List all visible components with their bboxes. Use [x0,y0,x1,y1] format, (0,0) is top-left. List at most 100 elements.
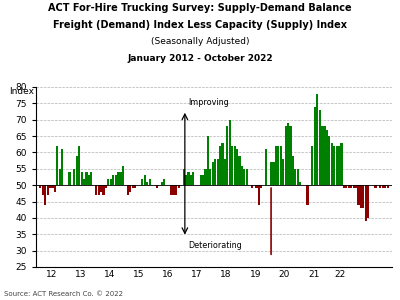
Bar [122,166,124,185]
Bar [219,146,221,185]
Bar [175,185,177,195]
Bar [350,185,352,188]
Text: Deteriorating: Deteriorating [188,241,242,250]
Bar [299,182,301,185]
Bar [173,185,175,195]
Bar [117,172,119,185]
Bar [231,146,233,185]
Bar [54,185,56,192]
Bar [209,169,211,185]
Bar [224,159,226,185]
Bar [188,172,190,185]
Bar [243,169,245,185]
Bar [345,185,347,188]
Bar [59,169,61,185]
Bar [234,146,236,185]
Bar [127,185,129,195]
Bar [83,178,85,185]
Bar [382,185,384,188]
Bar [185,176,187,185]
Bar [314,106,316,185]
Bar [331,142,333,185]
Bar [338,146,340,185]
Bar [90,172,92,185]
Bar [49,185,51,188]
Bar [358,185,360,205]
Bar [98,185,100,195]
Bar [272,162,274,185]
Bar [360,185,362,208]
Bar [134,185,136,188]
Bar [326,130,328,185]
Bar [280,146,282,185]
Bar [384,185,386,188]
Bar [132,185,134,188]
Bar [120,172,122,185]
Bar [95,185,97,195]
Bar [214,159,216,185]
Bar [277,146,279,185]
Bar [68,172,70,185]
Bar [256,185,258,188]
Text: Improving: Improving [188,98,229,106]
Bar [319,110,321,185]
Bar [178,185,180,188]
Bar [192,172,194,185]
Bar [362,185,364,208]
Bar [44,185,46,205]
Bar [297,169,299,185]
Bar [246,169,248,185]
Bar [100,185,102,192]
Bar [285,126,287,185]
Bar [328,136,330,185]
Bar [226,126,228,185]
Bar [170,185,172,195]
Text: (Seasonally Adjusted): (Seasonally Adjusted) [151,38,249,46]
Bar [190,176,192,185]
Bar [86,172,88,185]
Bar [112,176,114,185]
Bar [200,176,202,185]
Bar [61,149,63,185]
Bar [76,156,78,185]
Bar [141,178,143,185]
Text: ACT For-Hire Trucking Survey: Supply-Demand Balance: ACT For-Hire Trucking Survey: Supply-Dem… [48,3,352,13]
Bar [204,169,206,185]
Bar [78,146,80,185]
Bar [102,185,104,195]
Bar [258,185,260,205]
Text: Source: ACT Research Co. © 2022: Source: ACT Research Co. © 2022 [4,291,123,297]
Bar [73,169,76,185]
Bar [316,94,318,185]
Bar [105,185,107,188]
Bar [149,178,151,185]
Bar [321,126,323,185]
Bar [355,185,357,188]
Text: Freight (Demand) Index Less Capacity (Supply) Index: Freight (Demand) Index Less Capacity (Su… [53,20,347,30]
Bar [336,146,338,185]
Bar [290,126,292,185]
Bar [251,185,253,188]
Bar [306,185,308,205]
Bar [163,178,165,185]
Bar [275,146,277,185]
Bar [52,185,54,188]
Text: Index: Index [9,87,34,96]
Bar [238,156,240,185]
Bar [282,159,284,185]
Bar [39,185,42,188]
Bar [386,185,389,188]
Bar [229,120,231,185]
Bar [236,149,238,185]
Bar [156,185,158,188]
Bar [352,185,355,188]
Bar [217,159,219,185]
Bar [367,185,369,218]
Bar [88,176,90,185]
Bar [110,178,112,185]
Bar [260,185,262,188]
Bar [212,162,214,185]
Bar [56,146,58,185]
Bar [222,142,224,185]
Bar [81,172,83,185]
